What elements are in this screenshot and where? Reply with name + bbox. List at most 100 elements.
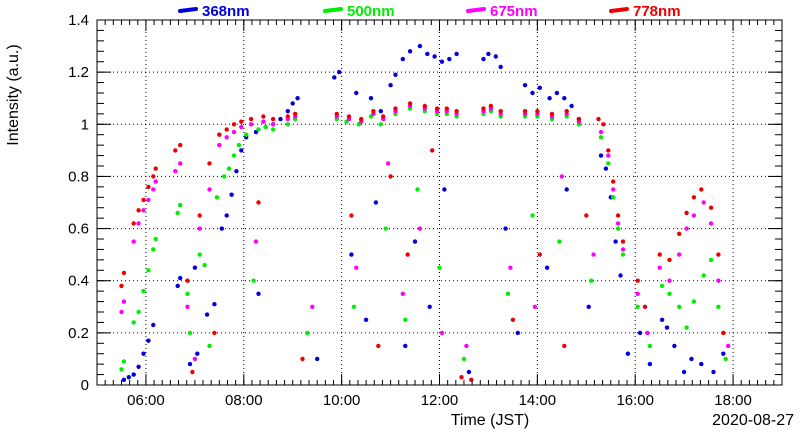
- y-tick-label: 1.4: [68, 12, 89, 29]
- data-point: [368, 96, 374, 101]
- data-point: [689, 356, 694, 362]
- data-point: [677, 304, 682, 309]
- data-point: [667, 257, 672, 263]
- data-point: [131, 320, 136, 325]
- data-point: [256, 291, 261, 296]
- data-point: [185, 304, 190, 309]
- data-point: [146, 268, 151, 273]
- data-point: [417, 43, 423, 49]
- data-point: [422, 103, 427, 109]
- data-point: [615, 221, 621, 226]
- legend-swatch: [609, 7, 629, 13]
- data-point: [224, 127, 229, 132]
- data-point: [195, 351, 200, 356]
- data-point: [248, 116, 254, 122]
- legend-swatch: [466, 7, 486, 13]
- data-point: [173, 169, 178, 174]
- data-point: [178, 142, 183, 148]
- data-point: [417, 226, 423, 231]
- data-point: [667, 291, 672, 296]
- data-point: [231, 153, 237, 158]
- x-tick-label: 08:00: [225, 392, 263, 409]
- data-point: [586, 304, 591, 309]
- data-point: [229, 192, 234, 197]
- data-point: [488, 103, 494, 109]
- data-point: [270, 127, 276, 132]
- data-point: [439, 330, 445, 336]
- data-point: [635, 304, 640, 309]
- data-point: [677, 252, 682, 257]
- data-point: [136, 364, 141, 369]
- data-point: [537, 85, 542, 91]
- data-point: [615, 226, 621, 231]
- data-point: [204, 312, 210, 317]
- y-tick-label: 0: [81, 377, 89, 394]
- data-point: [430, 148, 435, 153]
- data-point: [217, 132, 222, 137]
- series-500nm: [119, 106, 728, 372]
- data-point: [393, 106, 398, 111]
- data-point: [598, 153, 604, 158]
- data-point: [684, 226, 689, 231]
- data-point: [151, 187, 156, 192]
- data-point: [620, 252, 626, 257]
- data-point: [691, 299, 697, 304]
- data-point: [481, 106, 486, 111]
- data-point: [481, 56, 486, 62]
- data-point: [405, 252, 410, 257]
- x-tick-label: 10:00: [323, 392, 361, 409]
- data-point: [699, 187, 704, 192]
- data-point: [278, 116, 283, 122]
- data-point: [310, 304, 315, 309]
- data-point: [119, 283, 124, 289]
- data-point: [178, 202, 183, 208]
- data-point: [434, 106, 440, 111]
- y-tick-label: 0.8: [68, 168, 89, 185]
- data-point: [603, 166, 609, 171]
- data-point: [285, 114, 290, 119]
- data-point: [701, 200, 706, 205]
- data-point: [293, 111, 298, 117]
- data-point: [207, 343, 212, 349]
- data-point: [613, 239, 618, 244]
- data-point: [263, 124, 268, 130]
- data-point: [620, 247, 626, 252]
- x-tick-label: 18:00: [714, 392, 752, 409]
- data-point: [559, 174, 564, 179]
- data-point: [721, 351, 726, 356]
- data-point: [126, 375, 131, 380]
- data-point: [557, 239, 562, 244]
- data-point: [611, 187, 616, 192]
- data-point: [547, 96, 552, 101]
- data-point: [202, 262, 207, 268]
- data-point: [699, 361, 704, 367]
- data-point: [332, 75, 337, 80]
- data-point: [454, 109, 459, 114]
- data-point: [562, 96, 567, 101]
- data-point: [197, 252, 202, 257]
- y-tick-label: 0.2: [68, 325, 89, 342]
- data-point: [589, 278, 594, 283]
- data-point: [569, 103, 574, 109]
- data-point: [121, 270, 127, 276]
- data-point: [131, 221, 136, 226]
- data-point: [508, 265, 513, 270]
- data-point: [248, 122, 254, 127]
- data-point: [615, 213, 621, 218]
- data-point: [381, 114, 386, 119]
- data-point: [606, 161, 611, 166]
- data-point: [493, 54, 498, 59]
- data-point: [146, 184, 151, 190]
- data-point: [415, 187, 420, 192]
- data-point: [121, 299, 127, 304]
- data-point: [447, 56, 452, 62]
- data-point: [701, 273, 706, 278]
- legend-swatch: [323, 7, 343, 13]
- data-point: [175, 210, 180, 216]
- data-point: [412, 239, 418, 244]
- data-point: [554, 90, 560, 96]
- data-point: [224, 135, 229, 140]
- data-point: [197, 213, 202, 218]
- data-point: [716, 304, 721, 309]
